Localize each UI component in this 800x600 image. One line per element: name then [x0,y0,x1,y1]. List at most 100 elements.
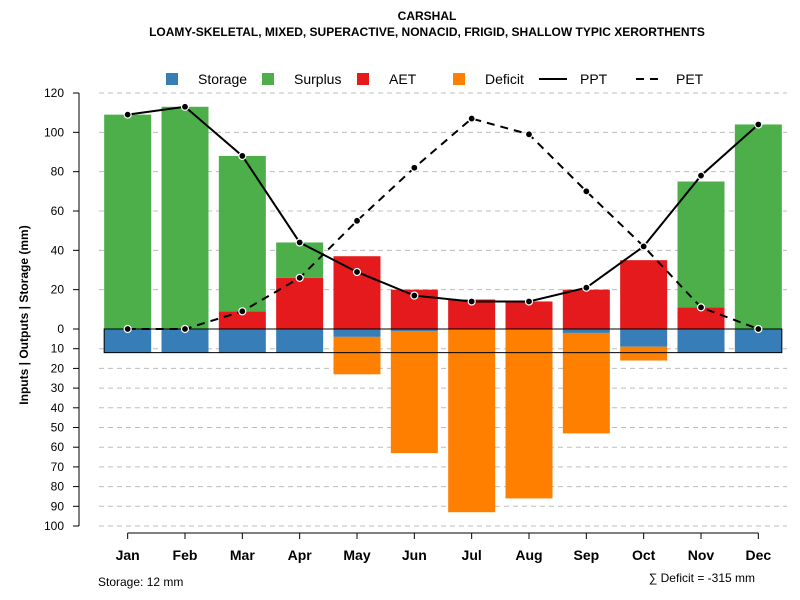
y-tick-label: 0 [57,322,64,336]
deficit-bar [562,332,610,434]
legend-swatch-storage [166,73,178,85]
pet-point [238,307,247,316]
deficit-bar [333,336,381,375]
pet-point [696,303,706,312]
y-tick-label: 50 [51,421,65,435]
storage-bar [390,329,438,331]
x-tick-label: Sep [573,547,599,563]
ppt-point [696,171,706,180]
legend-label-storage: Storage [198,71,247,87]
storage-bar [333,329,381,337]
surplus-bar [104,114,152,329]
x-tick-label: Feb [173,547,198,563]
pet-point [754,324,763,334]
x-tick-label: Aug [515,547,542,563]
pet-point [180,324,190,334]
storage-note: Storage: 12 mm [98,575,183,589]
surplus-bar [218,155,266,312]
y-tick-label: 100 [44,125,64,139]
ppt-point [582,283,591,292]
surplus-bar [276,242,324,278]
legend-swatch-aet [357,73,369,85]
y-tick-label: 20 [51,361,65,375]
y-tick-label: 20 [51,283,65,297]
chart-title: CARSHAL [398,9,457,23]
aet-bar [562,289,610,329]
pet-point [582,187,591,196]
legend-label-surplus: Surplus [294,71,341,87]
legend-swatch-deficit [453,73,465,85]
x-tick-label: Mar [230,547,255,563]
pet-point [467,114,476,123]
ppt-line [127,105,759,303]
ppt-point [180,102,190,111]
aet-bar [333,256,381,329]
deficit-bar [620,346,668,361]
storage-bar [104,329,152,353]
pet-point [352,216,362,225]
deficit-note: ∑ Deficit = -315 mm [649,571,755,585]
bars [103,106,783,513]
ppt-point [410,291,419,300]
deficit-bar [448,329,496,513]
legend-swatch-surplus [262,73,274,85]
surplus-bar [677,181,725,308]
surplus-bar [734,124,782,329]
axes: 120 100 80 60 40 20 0 10 20 30 40 50 60 70 80 90 100 Jan F… [44,86,771,563]
ppt-point [238,151,247,161]
aet-bar [505,301,553,329]
y-tick-label: 80 [51,165,65,179]
pet-point [639,242,648,251]
x-tick-label: Jul [462,547,482,563]
y-tick-label: 90 [51,499,65,513]
ppt-point [467,297,476,306]
storage-bar [620,329,668,347]
x-tick-label: Dec [745,547,771,563]
ppt-point [295,238,304,247]
y-tick-label: 60 [51,204,65,218]
aet-bar [620,260,668,329]
deficit-bar [505,329,553,499]
surplus-bar [161,106,209,330]
chart-subtitle: LOAMY-SKELETAL, MIXED, SUPERACTIVE, NONA… [149,25,705,39]
storage-bar [276,329,324,353]
x-tick-label: Apr [288,547,313,563]
storage-bar [218,329,266,353]
ppt-point [123,110,132,119]
y-tick-label: 100 [44,519,64,533]
x-tick-label: Jan [116,547,140,563]
storage-bar [677,329,725,353]
y-tick-label: 70 [51,460,65,474]
y-tick-label: 40 [51,243,65,257]
ppt-point [352,267,362,277]
pet-point [524,130,534,139]
legend: Storage Surplus AET Deficit PPT PET [166,71,704,87]
x-tick-label: May [343,547,370,563]
y-tick-label: 40 [51,401,65,415]
legend-label-pet: PET [676,71,704,87]
y-tick-label: 10 [51,342,65,356]
ppt-point [754,120,763,129]
pet-point [123,324,132,334]
x-tick-label: Oct [632,547,656,563]
y-tick-label: 120 [44,86,64,100]
aet-bar [276,277,324,329]
x-tick-label: Nov [688,547,715,563]
pet-line [127,117,759,330]
gridlines [99,92,787,527]
legend-label-ppt: PPT [580,71,608,87]
storage-bar [161,329,209,353]
legend-label-aet: AET [389,71,417,87]
y-axis-label: Inputs | Outputs | Storage (mm) [17,225,31,404]
y-tick-label: 80 [51,480,65,494]
x-tick-label: Jun [402,547,427,563]
deficit-bar [390,330,438,454]
storage-bar [562,329,610,333]
pet-point [410,163,419,172]
legend-label-deficit: Deficit [485,71,524,87]
storage-bar [734,329,782,353]
y-tick-label: 60 [51,440,65,454]
y-tick-label: 30 [51,381,65,395]
pet-point [295,273,304,282]
